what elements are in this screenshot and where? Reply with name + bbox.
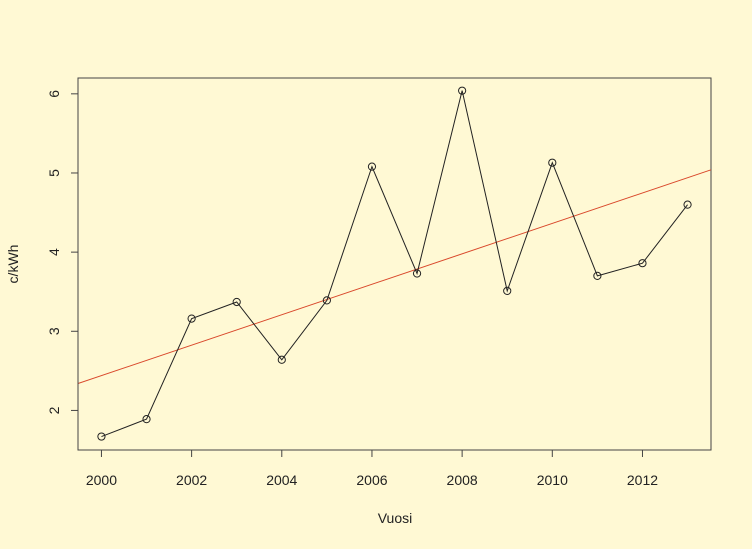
- data-point: [187, 314, 196, 323]
- data-point: [458, 86, 467, 95]
- data-point: [232, 297, 241, 307]
- data-point: [683, 200, 692, 209]
- data-point: [638, 259, 647, 268]
- y-axis-title: c/kWh: [5, 245, 21, 284]
- trend-line: [77, 169, 712, 384]
- y-tick-label: 4: [46, 248, 62, 256]
- y-tick-label: 2: [46, 406, 62, 414]
- x-tick-label: 2010: [537, 472, 568, 488]
- y-tick-label: 6: [46, 90, 62, 98]
- data-point: [142, 415, 151, 424]
- x-tick-label: 2000: [86, 472, 117, 488]
- x-tick-label: 2012: [627, 472, 658, 488]
- y-tick-label: 3: [46, 327, 62, 335]
- x-tick-label: 2006: [356, 472, 387, 488]
- x-tick-label: 2002: [176, 472, 207, 488]
- data-point: [593, 271, 602, 280]
- data-point: [503, 286, 512, 296]
- x-axis: 2000 2002 2004 2006 2008 2010 2012: [86, 449, 658, 488]
- plot-frame: [77, 77, 712, 451]
- data-point: [548, 158, 557, 167]
- data-point: [367, 162, 377, 171]
- data-point: [277, 355, 286, 364]
- x-tick-label: 2004: [266, 472, 297, 488]
- series-line: [101, 90, 688, 438]
- data-point: [412, 269, 422, 278]
- data-point: [322, 296, 331, 305]
- data-point: [97, 432, 106, 441]
- y-axis: 2 3 4 5 6: [46, 90, 79, 414]
- x-axis-title: Vuosi: [378, 510, 413, 526]
- y-tick-label: 5: [46, 169, 62, 177]
- x-tick-label: 2008: [447, 472, 478, 488]
- data-points: [97, 86, 692, 441]
